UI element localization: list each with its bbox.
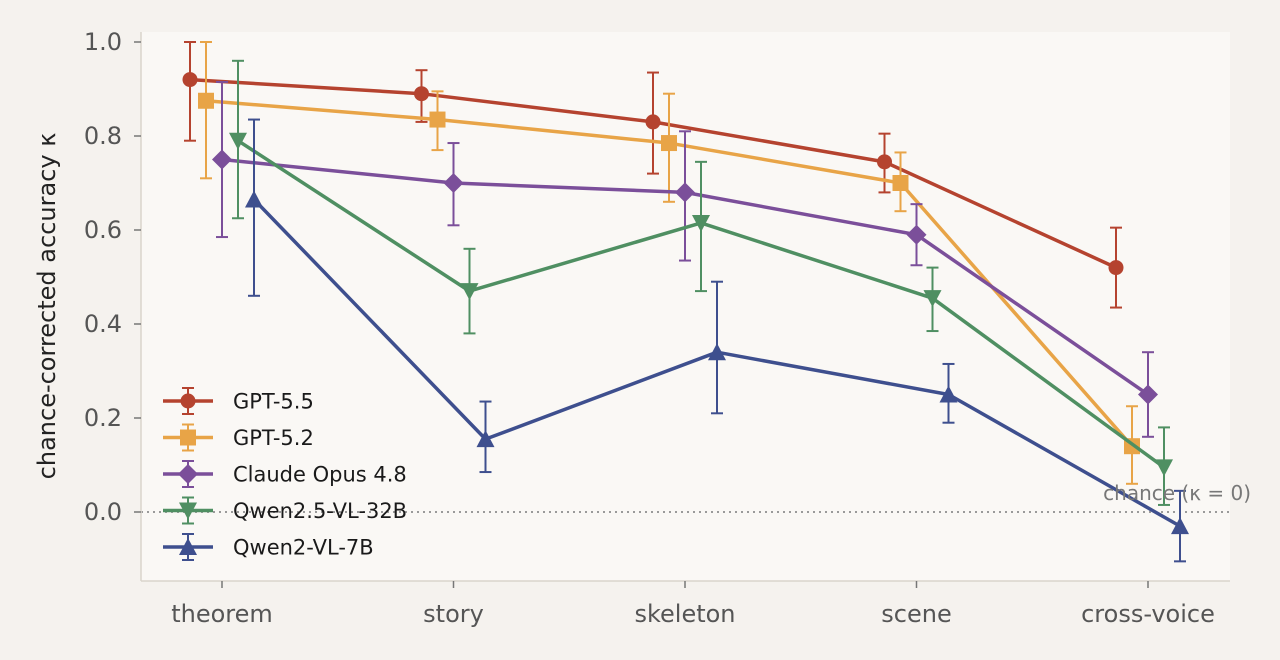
- legend-label: GPT-5.5: [233, 390, 314, 414]
- data-point: [229, 132, 247, 150]
- x-tick-label: theorem: [171, 600, 273, 628]
- data-point: [708, 343, 726, 361]
- x-tick-label: story: [423, 600, 484, 628]
- data-point: [661, 135, 677, 152]
- x-tick-label: scene: [881, 600, 951, 628]
- data-point: [476, 430, 495, 448]
- data-point: [1138, 384, 1158, 405]
- y-tick-label: 0.4: [84, 310, 122, 338]
- data-point: [906, 224, 927, 245]
- x-tick-label: skeleton: [634, 600, 735, 628]
- data-point: [443, 173, 464, 193]
- series-qwen2-5-vl-32b: [229, 59, 1173, 506]
- data-point: [692, 214, 710, 232]
- legend-marker: [180, 429, 196, 446]
- data-point: [182, 72, 198, 88]
- chance-annotation: chance (κ = 0): [1103, 481, 1251, 505]
- data-point: [429, 111, 446, 128]
- legend-label: GPT-5.2: [233, 426, 314, 450]
- y-tick-label: 1.0: [84, 28, 122, 56]
- data-point: [1171, 517, 1189, 535]
- legend-marker: [178, 464, 198, 484]
- data-point: [1108, 260, 1124, 276]
- series-qwen2-vl-7b: [245, 118, 1189, 563]
- legend-item: GPT-5.5: [163, 387, 314, 415]
- legend-marker: [179, 502, 197, 520]
- data-point: [1155, 459, 1173, 477]
- legend-label: Qwen2.5-VL-32B: [233, 499, 407, 523]
- data-point: [675, 182, 695, 203]
- series-layer: [182, 41, 1189, 563]
- data-point: [460, 283, 479, 301]
- plot-background: [141, 32, 1230, 581]
- y-axis-label: chance-corrected accuracy κ: [33, 133, 61, 480]
- legend-item: GPT-5.2: [163, 423, 314, 452]
- legend: GPT-5.5 GPT-5.2 Claude Opus 4.8 Qwen2.5-VL-…: [163, 387, 407, 561]
- y-tick-label: 0.8: [84, 122, 122, 150]
- series-gpt-5-2: [198, 41, 1140, 485]
- y-tick-label: 0.2: [84, 404, 122, 432]
- data-point: [892, 175, 909, 191]
- data-point: [645, 114, 661, 130]
- legend-marker: [180, 393, 196, 409]
- data-point: [939, 385, 958, 403]
- legend-item: Qwen2-VL-7B: [163, 533, 374, 561]
- data-point: [198, 92, 214, 109]
- legend-item: Qwen2.5-VL-32B: [163, 496, 407, 525]
- legend-item: Claude Opus 4.8: [163, 460, 407, 488]
- legend-marker: [179, 538, 197, 555]
- x-tick-label: cross-voice: [1081, 600, 1215, 628]
- legend-label: Claude Opus 4.8: [233, 463, 407, 487]
- data-point: [414, 86, 429, 102]
- data-point: [212, 149, 232, 170]
- y-tick-label: 0.0: [84, 498, 122, 526]
- legend-label: Qwen2-VL-7B: [233, 536, 374, 560]
- y-tick-label: 0.6: [84, 216, 122, 244]
- data-point: [245, 190, 263, 208]
- series-gpt-5-5: [182, 41, 1124, 309]
- data-point: [877, 154, 892, 170]
- series-claude-opus-4-8: [212, 80, 1158, 438]
- data-point: [923, 290, 942, 308]
- axes: 0.0 0.2 0.4 0.6 0.8 1.0 theorem story skeleton sc…: [84, 28, 1230, 628]
